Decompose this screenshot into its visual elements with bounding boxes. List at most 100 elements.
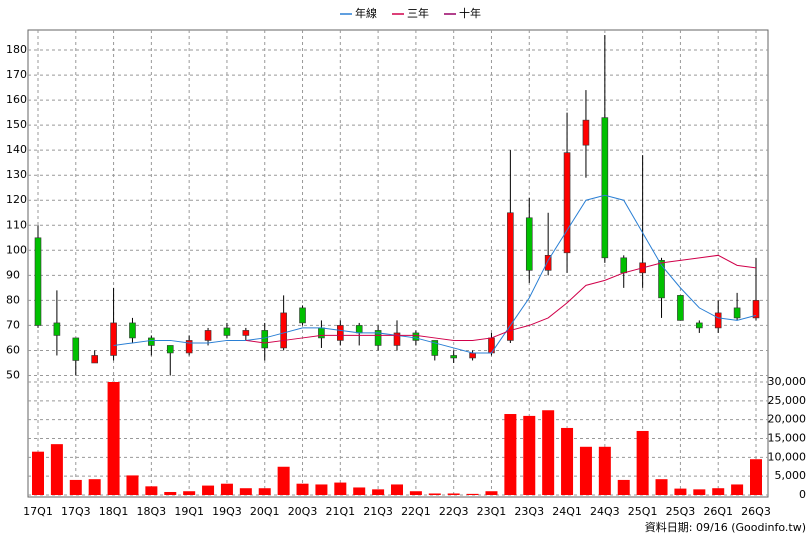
candle-body <box>696 322 703 329</box>
volume-bar <box>145 486 158 495</box>
legend-label: 年線 <box>355 6 377 20</box>
candle-body <box>469 352 476 359</box>
x-tick-label: 21Q1 <box>325 505 355 518</box>
candle-body <box>393 332 401 346</box>
x-tick-label: 25Q3 <box>666 505 696 518</box>
candle-body <box>412 332 420 341</box>
volume-bar <box>447 493 460 495</box>
candle-body <box>337 325 344 341</box>
volume-bar <box>69 479 82 495</box>
y2-tick-label: 10,000 <box>768 450 807 463</box>
candle-body <box>355 325 363 334</box>
y-tick-label: 90 <box>6 268 20 281</box>
y-tick-label: 70 <box>6 318 20 331</box>
candle-body <box>280 312 287 349</box>
x-tick-label: 26Q1 <box>703 505 733 518</box>
candle-body <box>91 355 98 364</box>
candle-body <box>261 330 269 349</box>
volume-bar <box>88 479 101 495</box>
candle-body <box>658 260 665 299</box>
ma-line <box>245 254 757 344</box>
volume-bar <box>391 484 403 495</box>
volume-bar <box>32 451 44 495</box>
y-tick-label: 100 <box>6 243 27 256</box>
candle-body <box>129 322 136 339</box>
volume-bar <box>296 483 309 495</box>
candle-body <box>34 237 42 326</box>
ma-line <box>113 194 757 354</box>
volume-bar <box>617 479 630 495</box>
legend-label: 十年 <box>459 6 481 20</box>
x-tick-label: 23Q3 <box>514 505 544 518</box>
candle-body <box>714 312 722 329</box>
candle-body <box>299 307 306 324</box>
y-tick-label: 150 <box>6 118 27 131</box>
volume-bar <box>107 382 120 495</box>
volume-bar <box>220 483 233 495</box>
volume-bar <box>750 459 762 495</box>
y-tick-label: 60 <box>6 343 20 356</box>
x-tick-label: 20Q1 <box>250 505 280 518</box>
candle-body <box>525 217 533 271</box>
volume-bar <box>239 488 252 495</box>
candle-body <box>204 330 212 341</box>
volume-bar <box>712 488 725 495</box>
volume-bar <box>202 485 215 495</box>
candle-body <box>110 322 117 356</box>
candle-body <box>733 307 741 319</box>
candle-body <box>148 337 155 346</box>
y2-tick-label: 20,000 <box>768 413 807 426</box>
y-tick-label: 180 <box>6 43 27 56</box>
x-tick-label: 20Q3 <box>288 505 318 518</box>
x-tick-label: 23Q1 <box>477 505 507 518</box>
candle-body <box>185 340 193 354</box>
x-tick-label: 24Q1 <box>552 505 582 518</box>
x-tick-label: 26Q3 <box>741 505 771 518</box>
volume-bar <box>466 493 479 495</box>
volume-bar <box>598 446 611 495</box>
volume-bar <box>636 430 649 495</box>
y2-tick-label: 5,000 <box>775 469 807 482</box>
volume-bar <box>334 482 347 495</box>
volume-bar <box>523 415 536 495</box>
candle-body <box>318 327 325 339</box>
candle-body <box>563 152 571 254</box>
x-tick-label: 22Q3 <box>439 505 469 518</box>
candle-body <box>431 340 439 356</box>
volume-bar <box>674 488 687 495</box>
x-tick-label: 19Q3 <box>212 505 242 518</box>
y2-tick-label: 25,000 <box>768 394 807 407</box>
candle-body <box>507 212 514 341</box>
y-tick-label: 110 <box>6 218 27 231</box>
candle-body <box>166 345 174 354</box>
x-tick-label: 18Q1 <box>99 505 129 518</box>
volume-bar <box>428 493 441 495</box>
volume-bar <box>183 491 196 495</box>
candle-body <box>242 330 250 336</box>
candle-body <box>223 327 231 336</box>
volume-bar <box>409 491 422 495</box>
candle-body <box>620 257 628 274</box>
volume-bar <box>353 487 366 495</box>
volume-bar <box>50 444 63 495</box>
y-tick-label: 170 <box>6 68 27 81</box>
volume-bar <box>561 427 574 495</box>
candle-body <box>544 255 552 271</box>
source-note: 資料日期: 09/16 (Goodinfo.tw) <box>645 520 806 534</box>
candle-body <box>752 300 760 319</box>
y-tick-label: 50 <box>6 368 20 381</box>
plot-frame <box>27 29 769 498</box>
x-tick-label: 19Q1 <box>174 505 204 518</box>
y2-tick-label: 15,000 <box>768 432 807 445</box>
x-tick-label: 18Q3 <box>137 505 167 518</box>
volume-bar <box>579 446 592 495</box>
y-tick-label: 130 <box>6 168 27 181</box>
x-tick-label: 25Q1 <box>628 505 658 518</box>
y2-tick-label: 30,000 <box>768 375 807 388</box>
y2-tick-label: 0 <box>799 488 806 501</box>
x-tick-label: 24Q3 <box>590 505 620 518</box>
volume-bar <box>542 410 555 495</box>
candle-body <box>53 322 61 336</box>
y-tick-label: 160 <box>6 93 27 106</box>
